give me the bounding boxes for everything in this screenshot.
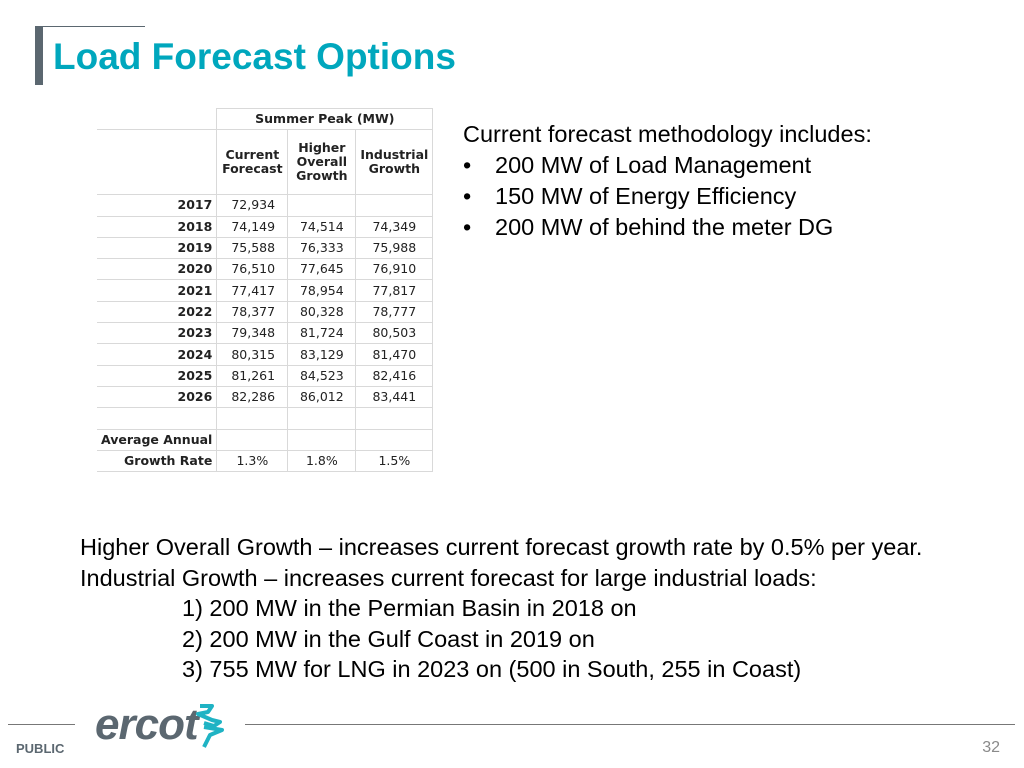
value-cell: 80,328 [287,300,357,324]
table-row: 2024 80,315 83,129 81,470 [97,343,434,366]
methodology-notes: Current forecast methodology includes: 2… [463,119,872,243]
growth-rate-higher: 1.8% [287,449,357,473]
value-cell: 81,261 [216,364,289,387]
value-cell: 72,934 [216,194,289,217]
table-row: 2025 81,261 84,523 82,416 [97,364,434,387]
table-row: 2026 82,286 86,012 83,441 [97,385,434,409]
table-row: 2020 76,510 77,645 76,910 [97,258,434,281]
value-cell: 82,286 [216,385,289,409]
column-header-industrial: Industrial Growth [355,129,434,196]
growth-rate-label: Growth Rate [97,449,218,473]
footer-rule-right [245,724,1015,725]
year-cell: 2024 [97,343,218,366]
notes-heading: Current forecast methodology includes: [463,121,872,147]
value-cell: 77,817 [355,279,434,302]
industrial-item: 1) 200 MW in the Permian Basin in 2018 o… [182,595,637,621]
ercot-logo-icon [196,704,224,748]
value-cell: 81,470 [355,343,434,366]
year-cell: 2026 [97,385,218,409]
table-row: 2018 74,149 74,514 74,349 [97,215,434,238]
value-cell [355,194,434,217]
column-header-current: Current Forecast [216,129,289,196]
value-cell: 76,510 [216,258,289,281]
summer-peak-table: Summer Peak (MW) Current Forecast Higher O… [97,107,434,473]
slide-title: Load Forecast Options [53,36,456,77]
value-cell: 74,349 [355,215,434,238]
notes-item: 200 MW of Load Management [463,150,872,181]
value-cell: 80,315 [216,343,289,366]
value-cell: 75,588 [216,236,289,260]
industrial-item: 3) 755 MW for LNG in 2023 on (500 in Sou… [182,656,802,682]
value-cell: 78,377 [216,300,289,324]
growth-rate-industrial: 1.5% [355,449,434,473]
value-cell: 80,503 [355,322,434,345]
value-cell: 74,514 [287,215,357,238]
year-cell: 2018 [97,215,218,238]
year-cell: 2022 [97,300,218,324]
year-cell: 2025 [97,364,218,387]
higher-growth-text: Higher Overall Growth – increases curren… [80,534,923,560]
value-cell: 76,333 [287,236,357,260]
table-row: 2021 77,417 78,954 77,817 [97,279,434,302]
year-cell: 2020 [97,258,218,281]
notes-item: 150 MW of Energy Efficiency [463,181,872,212]
value-cell [287,194,357,217]
avg-label: Average Annual [97,428,218,451]
year-cell: 2017 [97,194,218,217]
value-cell: 76,910 [355,258,434,281]
footer-rule-left [8,724,75,725]
table-row: 2019 75,588 76,333 75,988 [97,236,434,260]
table-row: 2017 72,934 [97,194,434,217]
value-cell: 75,988 [355,236,434,260]
table-row: 2022 78,377 80,328 78,777 [97,300,434,324]
year-cell: 2021 [97,279,218,302]
table-group-header: Summer Peak (MW) [216,107,434,131]
classification-label: PUBLIC [16,741,65,756]
column-header-higher: Higher Overall Growth [287,129,357,196]
value-cell: 83,441 [355,385,434,409]
value-cell: 83,129 [287,343,357,366]
page-number: 32 [982,739,1000,756]
value-cell: 74,149 [216,215,289,238]
ercot-logo: ercot [95,700,199,749]
industrial-item: 2) 200 MW in the Gulf Coast in 2019 on [182,625,595,652]
year-cell: 2023 [97,322,218,345]
value-cell: 79,348 [216,322,289,345]
year-cell: 2019 [97,236,218,260]
title-rule [35,26,145,27]
value-cell: 78,954 [287,279,357,302]
value-cell: 77,417 [216,279,289,302]
title-accent-bar [35,27,43,85]
table-row: 2023 79,348 81,724 80,503 [97,322,434,345]
value-cell: 84,523 [287,364,357,387]
value-cell: 86,012 [287,385,357,409]
value-cell: 77,645 [287,258,357,281]
industrial-growth-text: Industrial Growth – increases current fo… [80,564,817,591]
growth-rate-current: 1.3% [216,449,289,473]
value-cell: 81,724 [287,322,357,345]
growth-explanation: Higher Overall Growth – increases curren… [80,532,922,685]
value-cell: 78,777 [355,300,434,324]
notes-item: 200 MW of behind the meter DG [463,212,872,243]
value-cell: 82,416 [355,364,434,387]
